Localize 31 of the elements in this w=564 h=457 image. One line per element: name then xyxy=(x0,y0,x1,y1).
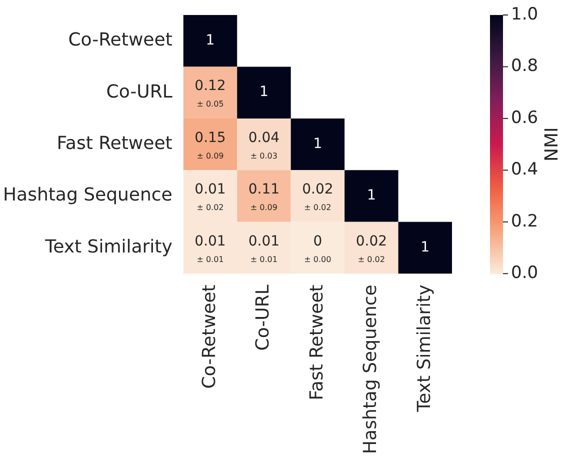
color-bar-label: 1.0 xyxy=(511,4,538,24)
data-label: 1 xyxy=(420,239,430,256)
color-bar-label: 0.8 xyxy=(511,56,538,76)
y-tick-label: Hashtag Sequence xyxy=(3,184,172,206)
data-label: 1 xyxy=(366,188,376,204)
data-label: 0.02 ± 0.02 xyxy=(356,233,387,264)
data-label: 0.11 ± 0.09 xyxy=(248,182,280,212)
x-tick-label: Hashtag Sequence xyxy=(360,284,382,454)
data-label: 0.01 ± 0.01 xyxy=(194,233,226,264)
x-tick-label: Text Similarity xyxy=(414,284,435,413)
color-bar-title: NMI xyxy=(542,127,563,162)
x-tick-label: Fast Retweet xyxy=(306,284,328,400)
data-label: 0.04 ± 0.03 xyxy=(248,130,280,160)
data-label: 0.12 ± 0.05 xyxy=(194,78,226,109)
x-tick-label: Co-URL xyxy=(252,284,274,351)
data-label: 0.15 ± 0.09 xyxy=(194,130,226,160)
data-label: 1 xyxy=(206,32,215,49)
data-label: 0.02 ± 0.02 xyxy=(302,182,334,212)
color-bar-label: 0.2 xyxy=(511,211,538,232)
color-bar-label: 0.0 xyxy=(511,263,538,284)
data-label: 0 ± 0.00 xyxy=(304,233,332,264)
y-tick-label: Co-Retweet xyxy=(68,30,172,51)
data-label: 0.01 ± 0.02 xyxy=(194,182,226,212)
color-bar-label: 0.4 xyxy=(511,160,538,180)
y-tick-label: Fast Retweet xyxy=(56,132,172,154)
color-bar-label: 0.6 xyxy=(511,108,538,128)
data-label: 1 xyxy=(260,84,268,100)
y-tick-label: Co-URL xyxy=(106,81,172,102)
data-label: 1 xyxy=(313,136,322,152)
y-tick-label: Text Similarity xyxy=(44,236,173,258)
data-label: 0.01 ± 0.01 xyxy=(248,233,280,264)
